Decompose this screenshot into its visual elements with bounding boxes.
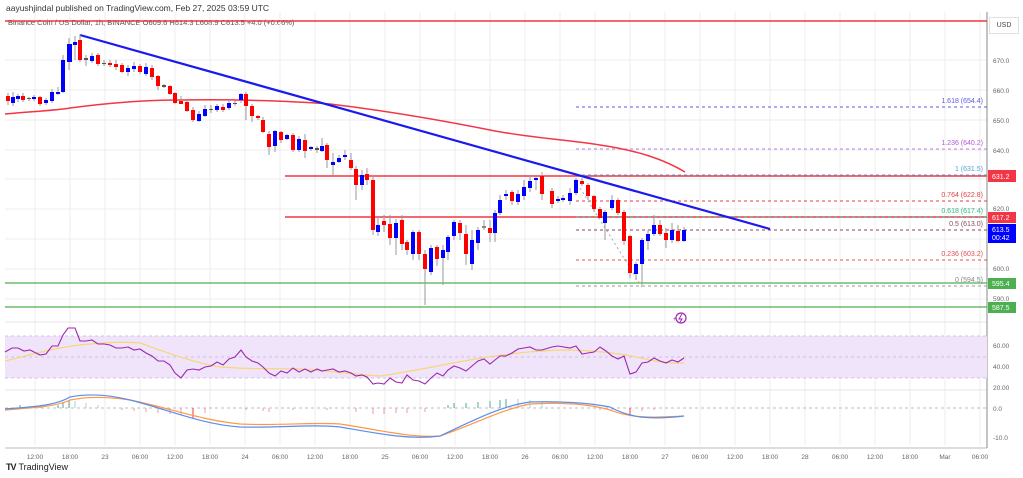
svg-text:1.236 (640.2): 1.236 (640.2) [941, 140, 983, 147]
svg-text:0.5 (613.0): 0.5 (613.0) [949, 221, 983, 228]
svg-text:18:00: 18:00 [622, 454, 639, 461]
macd-signal-line [4, 396, 685, 437]
svg-text:Mar: Mar [939, 454, 951, 461]
svg-text:1.618 (654.4): 1.618 (654.4) [941, 98, 983, 105]
price-tag-595: 595.4 [988, 278, 1016, 289]
svg-text:12:00: 12:00 [27, 454, 44, 461]
svg-text:06:00: 06:00 [692, 454, 709, 461]
svg-text:650.0: 650.0 [993, 118, 1010, 125]
svg-text:20.00: 20.00 [993, 385, 1010, 392]
svg-text:0.0: 0.0 [993, 406, 1002, 413]
svg-text:18:00: 18:00 [62, 454, 79, 461]
svg-text:0.764 (622.8): 0.764 (622.8) [941, 192, 983, 199]
bearish-trendline[interactable] [79, 33, 771, 231]
svg-text:18:00: 18:00 [202, 454, 219, 461]
svg-text:670.0: 670.0 [993, 58, 1010, 65]
svg-text:0.618 (617.4): 0.618 (617.4) [941, 208, 983, 215]
grid-vertical [34, 12, 981, 445]
svg-text:23: 23 [101, 454, 109, 461]
svg-text:26: 26 [521, 454, 529, 461]
svg-text:60.00: 60.00 [993, 343, 1010, 350]
svg-text:18:00: 18:00 [342, 454, 359, 461]
svg-text:1 (631.5): 1 (631.5) [955, 166, 983, 173]
svg-text:0.236 (603.2): 0.236 (603.2) [941, 251, 983, 258]
svg-text:06:00: 06:00 [972, 454, 989, 461]
svg-text:640.0: 640.0 [993, 148, 1010, 155]
svg-text:06:00: 06:00 [832, 454, 849, 461]
replay-lightning-icon[interactable]: + [673, 312, 687, 324]
tradingview-logo[interactable]: TV TradingView [6, 462, 68, 472]
svg-text:-10.0: -10.0 [993, 435, 1008, 442]
fibonacci-retracement[interactable] [576, 106, 987, 287]
svg-text:18:00: 18:00 [902, 454, 919, 461]
svg-text:06:00: 06:00 [132, 454, 149, 461]
svg-text:12:00: 12:00 [587, 454, 604, 461]
symbol-info: Binance Coin / US Dollar, 1h, BINANCE O6… [8, 18, 295, 27]
svg-text:590.0: 590.0 [993, 296, 1010, 303]
svg-text:12:00: 12:00 [727, 454, 744, 461]
fib-labels: 1.618 (654.4) 1.236 (640.2) 1 (631.5) 0.… [941, 98, 983, 284]
svg-text:06:00: 06:00 [272, 454, 289, 461]
svg-text:613.5: 613.5 [992, 227, 1010, 234]
svg-text:12:00: 12:00 [447, 454, 464, 461]
svg-text:40.00: 40.00 [993, 364, 1010, 371]
svg-text:+: + [673, 317, 677, 323]
svg-text:00:42: 00:42 [992, 235, 1010, 242]
svg-text:617.2: 617.2 [992, 215, 1010, 222]
svg-text:27: 27 [661, 454, 669, 461]
svg-text:600.0: 600.0 [993, 266, 1010, 273]
price-tag-587: 587.5 [988, 302, 1016, 313]
rsi-levels [5, 335, 987, 379]
tradingview-logo-icon: TV [6, 462, 16, 472]
price-tag-617: 617.2 [988, 212, 1016, 223]
macd-histogram [19, 399, 655, 418]
svg-text:06:00: 06:00 [552, 454, 569, 461]
svg-text:28: 28 [801, 454, 809, 461]
svg-text:18:00: 18:00 [762, 454, 779, 461]
time-axis[interactable]: 12:00 18:00 23 06:00 12:00 18:00 24 06:0… [27, 454, 989, 461]
candlesticks[interactable] [6, 34, 686, 305]
svg-text:24: 24 [241, 454, 249, 461]
svg-text:06:00: 06:00 [412, 454, 429, 461]
svg-text:587.5: 587.5 [992, 305, 1010, 312]
rsi-ma-line [4, 341, 685, 377]
svg-text:620.0: 620.0 [993, 206, 1010, 213]
svg-text:25: 25 [381, 454, 389, 461]
price-tag-631: 631.2 [988, 170, 1016, 182]
price-axis[interactable]: 670.0 660.0 650.0 640.0 620.0 600.0 590.… [993, 58, 1010, 303]
currency-label[interactable]: USD [989, 17, 1019, 34]
svg-text:12:00: 12:00 [167, 454, 184, 461]
svg-text:18:00: 18:00 [482, 454, 499, 461]
svg-text:12:00: 12:00 [867, 454, 884, 461]
svg-text:631.2: 631.2 [992, 174, 1010, 181]
svg-text:595.4: 595.4 [992, 281, 1010, 288]
svg-text:0 (594.5): 0 (594.5) [955, 277, 983, 284]
price-tag-current: 613.5 00:42 [988, 224, 1016, 243]
svg-text:12:00: 12:00 [307, 454, 324, 461]
moving-average-line[interactable] [4, 98, 686, 173]
brand-name: TradingView [18, 462, 69, 472]
svg-text:660.0: 660.0 [993, 88, 1010, 95]
macd-line [4, 394, 685, 438]
indicator-axis: 60.00 40.00 20.00 0.0 -10.0 [993, 343, 1010, 442]
publisher-line: aayushjindal published on TradingView.co… [6, 3, 270, 13]
rsi-line [4, 327, 685, 385]
